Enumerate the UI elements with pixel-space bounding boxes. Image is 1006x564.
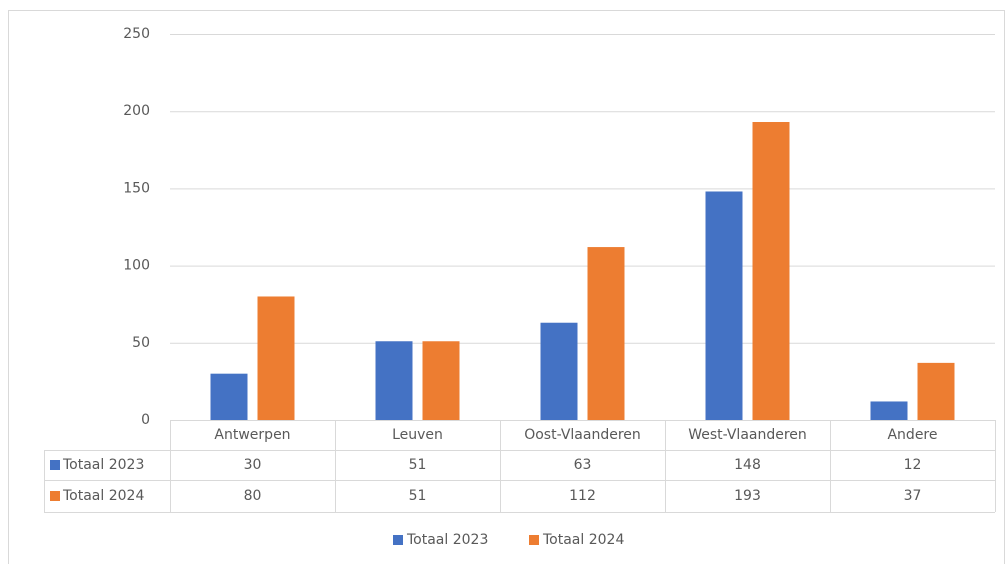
- y-tick-label: 50: [132, 335, 150, 351]
- legend-key: [50, 460, 60, 470]
- bar: [917, 362, 955, 420]
- y-tick-label: 250: [123, 26, 150, 42]
- row-header: Totaal 2023: [62, 457, 144, 473]
- legend-swatch: [529, 535, 539, 545]
- table-cell: 148: [734, 457, 761, 473]
- bar: [375, 341, 413, 420]
- y-tick-label: 0: [141, 412, 150, 428]
- legend-label: Totaal 2024: [542, 532, 624, 548]
- bar: [752, 122, 790, 421]
- table-cell: 37: [904, 488, 922, 504]
- bar: [540, 322, 578, 420]
- bar: [870, 401, 908, 420]
- table-cell: 112: [569, 488, 596, 504]
- table-cell: 51: [409, 457, 427, 473]
- table-cell: 193: [734, 488, 761, 504]
- table-cell: 51: [409, 488, 427, 504]
- table-cell: 12: [904, 457, 922, 473]
- bar: [705, 191, 743, 420]
- legend-label: Totaal 2023: [406, 532, 488, 548]
- bar: [587, 247, 625, 420]
- y-tick-label: 150: [123, 180, 150, 196]
- x-tick-label: Andere: [887, 427, 937, 443]
- bar: [422, 341, 460, 420]
- bar: [257, 296, 295, 420]
- legend-swatch: [393, 535, 403, 545]
- x-tick-label: West-Vlaanderen: [688, 427, 807, 443]
- bar: [210, 373, 248, 420]
- table-cell: 63: [574, 457, 592, 473]
- row-header: Totaal 2024: [62, 488, 144, 504]
- legend-key: [50, 491, 60, 501]
- x-tick-label: Antwerpen: [214, 427, 290, 443]
- x-tick-label: Leuven: [392, 427, 443, 443]
- table-cell: 80: [244, 488, 262, 504]
- y-tick-label: 200: [123, 103, 150, 119]
- chart-border: [8, 10, 1005, 564]
- y-tick-label: 100: [123, 258, 150, 274]
- table-cell: 30: [244, 457, 262, 473]
- x-tick-label: Oost-Vlaanderen: [524, 427, 641, 443]
